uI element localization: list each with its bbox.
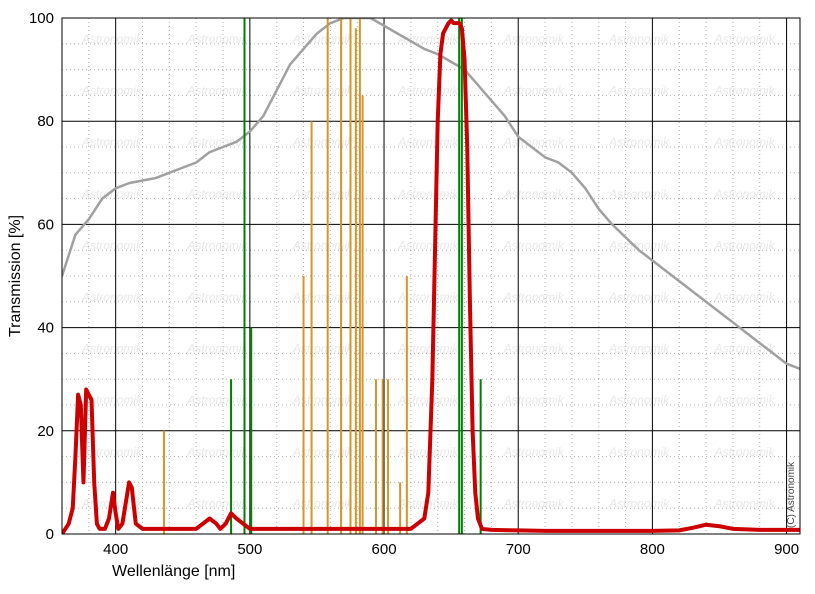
svg-text:400: 400 [103,541,128,558]
chart-svg: Astronomik Astronomik Astronomik Astronomik… [0,0,815,594]
svg-text:Wellenlänge [nm]: Wellenlänge [nm] [112,563,235,580]
svg-text:700: 700 [506,541,531,558]
svg-text:900: 900 [774,541,799,558]
svg-text:Astronomik: Astronomik [608,32,670,46]
svg-text:60: 60 [37,216,54,233]
svg-text:Astronomik: Astronomik [186,393,248,407]
svg-text:Astronomik: Astronomik [186,342,248,356]
svg-text:Astronomik: Astronomik [503,84,565,98]
svg-text:Astronomik: Astronomik [503,290,565,304]
svg-text:500: 500 [237,541,262,558]
svg-text:0: 0 [46,526,54,543]
svg-text:Astronomik: Astronomik [186,290,248,304]
svg-text:Astronomik: Astronomik [503,496,565,510]
transmission-chart: Astronomik Astronomik Astronomik Astronomik… [0,0,815,594]
svg-text:Astronomik: Astronomik [608,342,670,356]
svg-text:Transmission [%]: Transmission [%] [7,215,24,337]
svg-text:Astronomik: Astronomik [503,445,565,459]
svg-text:20: 20 [37,423,54,440]
svg-text:Astronomik: Astronomik [608,84,670,98]
svg-text:Astronomik: Astronomik [503,187,565,201]
svg-text:600: 600 [372,541,397,558]
svg-text:Astronomik: Astronomik [608,290,670,304]
svg-text:Astronomik: Astronomik [608,393,670,407]
svg-text:80: 80 [37,113,54,130]
svg-text:800: 800 [640,541,665,558]
svg-text:40: 40 [37,320,54,337]
svg-text:Astronomik: Astronomik [503,32,565,46]
svg-text:100: 100 [29,10,54,27]
svg-text:Astronomik: Astronomik [503,393,565,407]
svg-text:Astronomik: Astronomik [608,135,670,149]
svg-text:Astronomik: Astronomik [503,342,565,356]
svg-text:Astronomik: Astronomik [503,238,565,252]
svg-text:Astronomik: Astronomik [608,496,670,510]
svg-text:(C) Astronomik: (C) Astronomik [786,461,797,528]
svg-text:Astronomik: Astronomik [608,187,670,201]
svg-text:Astronomik: Astronomik [608,445,670,459]
